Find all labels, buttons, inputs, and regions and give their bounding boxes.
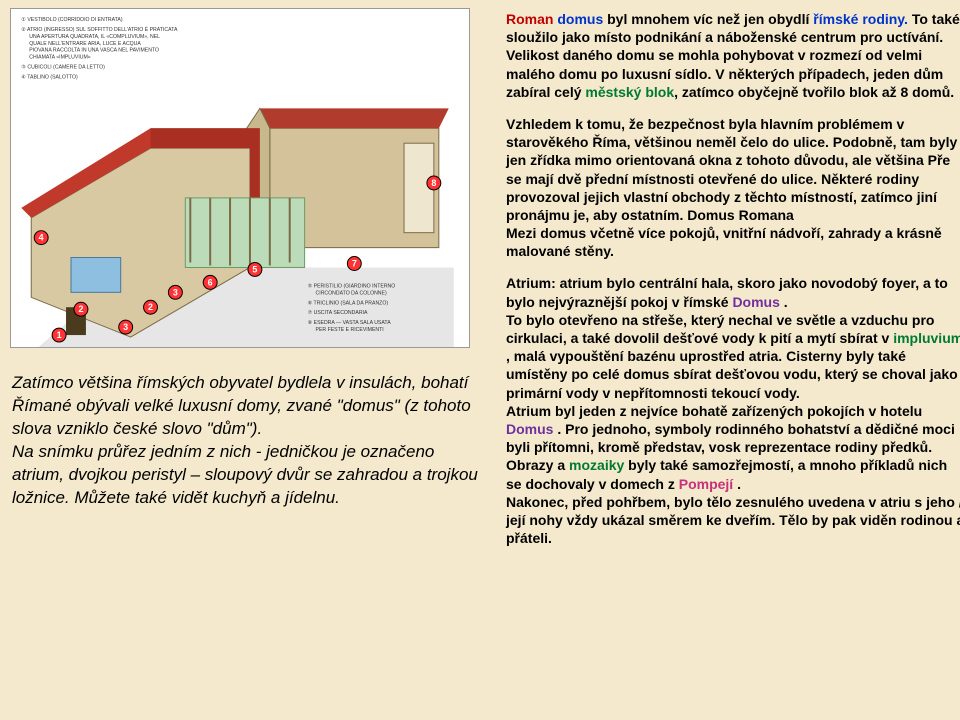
p1-mestsky: městský blok xyxy=(585,84,674,100)
p2-t5: Mezi domus včetně více pokojů, vnitřní n… xyxy=(506,225,942,259)
p1-rimske: římské rodiny. xyxy=(813,11,908,27)
svg-text:⑤ PERISTILIO (GIARDINO INTERNO: ⑤ PERISTILIO (GIARDINO INTERNO xyxy=(308,283,396,289)
p2-t4: Domus Romana xyxy=(683,207,793,223)
para-1: Roman domus byl mnohem víc než jen obydl… xyxy=(506,10,960,101)
p3-t2c: , malá vypouštění bazénu uprostřed atria… xyxy=(506,348,782,364)
p3-impluvium: impluvium xyxy=(893,330,960,346)
p3-mozaiky: mozaiky xyxy=(569,457,624,473)
para-2: Vzhledem k tomu, že bezpečnost byla hlav… xyxy=(506,115,960,261)
svg-text:③ CUBICOLI (CAMERE DA LETTO): ③ CUBICOLI (CAMERE DA LETTO) xyxy=(21,65,105,71)
svg-text:4: 4 xyxy=(39,233,44,243)
p3-t5a: Obrazy a xyxy=(506,457,569,473)
p3-pompeji: Pompejí xyxy=(679,476,733,492)
p3-domus2: Domus xyxy=(506,421,553,437)
p3-t4a: Atrium byl jeden z nejvíce bohatě zaříze… xyxy=(506,403,922,419)
p3-t2a: To bylo otevřeno na střeše, který nechal… xyxy=(506,312,934,346)
caption-block: Zatímco většina římských obyvatel bydlel… xyxy=(10,368,490,514)
p3-t4c: . Pro jednoho, symboly rodinného bohatst… xyxy=(506,421,955,455)
svg-text:PIOVANA RACCOLTA IN UNA VASCA: PIOVANA RACCOLTA IN UNA VASCA NEL PAVIME… xyxy=(29,48,159,54)
p1-roman: Roman xyxy=(506,11,557,27)
svg-text:7: 7 xyxy=(352,258,357,268)
svg-text:1: 1 xyxy=(57,330,62,340)
domus-diagram: ① VESTIBOLO (CORRIDOIO DI ENTRATA) ② ATR… xyxy=(10,8,470,348)
svg-text:⑧ ESEDRA — VASTA SALA USATA: ⑧ ESEDRA — VASTA SALA USATA xyxy=(308,320,392,326)
domus-cutaway-svg: ① VESTIBOLO (CORRIDOIO DI ENTRATA) ② ATR… xyxy=(11,9,469,347)
svg-text:② ATRIO (INGRESSO) SUL SOFFITT: ② ATRIO (INGRESSO) SUL SOFFITTO DELL'ATR… xyxy=(21,26,178,33)
p3-t1a: Atrium: atrium bylo centrální hala, skor… xyxy=(506,275,948,309)
svg-text:CIRCONDATO DA COLONNE): CIRCONDATO DA COLONNE) xyxy=(316,290,387,296)
svg-text:5: 5 xyxy=(252,264,257,274)
svg-text:⑦ USCITA SECONDARIA: ⑦ USCITA SECONDARIA xyxy=(308,310,368,316)
p1-t4c: , zatímco obyčejně tvořilo blok až 8 dom… xyxy=(674,84,954,100)
svg-text:PER FESTE E RICEVIMENTI: PER FESTE E RICEVIMENTI xyxy=(316,327,384,333)
svg-text:3: 3 xyxy=(123,322,128,332)
svg-text:QUALE NELL'ENTRARE ARIA, LUCE: QUALE NELL'ENTRARE ARIA, LUCE E ACQUA xyxy=(29,41,141,47)
p3-domus1: Domus xyxy=(732,294,779,310)
svg-text:⑥ TRICLINIO (SALA DA PRANZO): ⑥ TRICLINIO (SALA DA PRANZO) xyxy=(308,300,389,306)
svg-text:3: 3 xyxy=(173,287,178,297)
caption-line2: Na snímku průřez jedním z nich - jedničk… xyxy=(12,442,478,507)
svg-text:UNA APERTURA QUADRATA, IL «COM: UNA APERTURA QUADRATA, IL «COMPLUVIUM», … xyxy=(29,34,160,40)
svg-text:2: 2 xyxy=(148,302,153,312)
svg-text:8: 8 xyxy=(431,178,436,188)
p1-domus: domus xyxy=(557,11,603,27)
para-3: Atrium: atrium bylo centrální hala, skor… xyxy=(506,274,960,547)
svg-text:CHIAMATA «IMPLUVIUM»: CHIAMATA «IMPLUVIUM» xyxy=(29,55,91,61)
svg-text:2: 2 xyxy=(78,304,83,314)
svg-text:④ TABLINO (SALOTTO): ④ TABLINO (SALOTTO) xyxy=(21,75,78,81)
caption-line1: Zatímco většina římských obyvatel bydlel… xyxy=(12,373,471,438)
svg-text:① VESTIBOLO (CORRIDOIO DI ENTR: ① VESTIBOLO (CORRIDOIO DI ENTRATA) xyxy=(21,17,123,23)
p1-t1c: byl mnohem víc než jen obydlí xyxy=(603,11,813,27)
p3-t1c: . xyxy=(780,294,788,310)
p3-t5e: . xyxy=(733,476,741,492)
svg-text:6: 6 xyxy=(208,277,213,287)
